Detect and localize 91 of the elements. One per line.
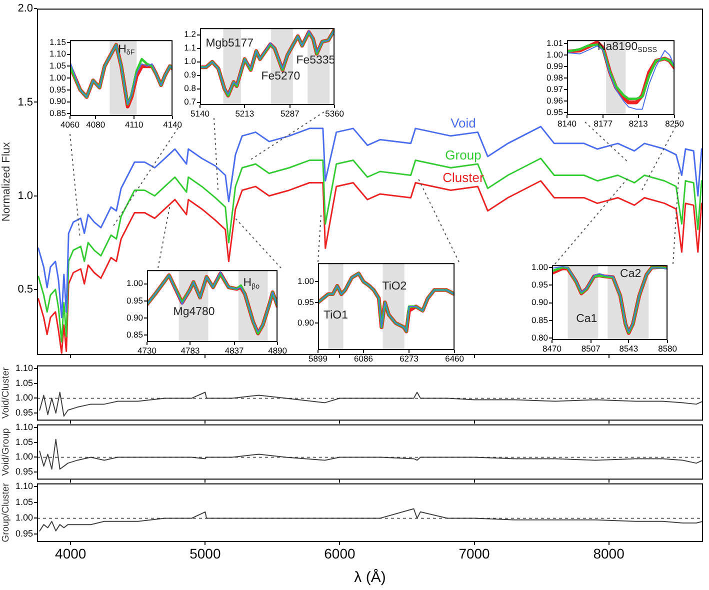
y-tick-label: 1.10 bbox=[15, 481, 33, 492]
y-tick-label: 0.90 bbox=[297, 317, 314, 328]
series-label: Group bbox=[445, 147, 482, 162]
x-tick-label: 8580 bbox=[658, 343, 678, 354]
annotation: Ca1 bbox=[576, 313, 598, 326]
annotation: TiO2 bbox=[382, 280, 407, 293]
y-tick-label: 2.0 bbox=[18, 2, 33, 15]
y-tick-label: 0.7 bbox=[184, 96, 196, 107]
y-tick-label: 0.95 bbox=[49, 84, 66, 94]
y-tick-label: 0.99 bbox=[546, 60, 564, 71]
annotation: TiO1 bbox=[324, 309, 348, 322]
x-tick-label: 4080 bbox=[86, 119, 106, 130]
x-tick-label: 6273 bbox=[400, 353, 419, 364]
x-tick-label: 4890 bbox=[268, 345, 288, 356]
y-tick-label: 0.95 bbox=[546, 107, 564, 118]
y-tick-label: 0.85 bbox=[126, 329, 144, 340]
y-tick-label: 0.95 bbox=[15, 408, 33, 418]
y-tick-label: 1.00 bbox=[15, 512, 33, 523]
x-tick-label: 6000 bbox=[324, 545, 356, 562]
y-tick-label: 0.95 bbox=[15, 528, 33, 539]
y-tick-label: 0.96 bbox=[546, 96, 564, 106]
x-tick-label: 8507 bbox=[581, 343, 601, 354]
x-tick-label: 4110 bbox=[124, 119, 144, 130]
y-tick-label: 1.00 bbox=[531, 262, 548, 272]
y-tick-label: 1.15 bbox=[49, 36, 66, 47]
annotation: Ca2 bbox=[620, 268, 642, 280]
y-tick-label: 0.95 bbox=[126, 295, 144, 306]
y-tick-label: 1.05 bbox=[49, 60, 66, 71]
x-tick-label: 8000 bbox=[593, 545, 625, 562]
annotation: Mgb5177 bbox=[206, 38, 254, 50]
y-tick-label: 1.10 bbox=[15, 362, 33, 373]
y-tick-label: 1.05 bbox=[15, 496, 33, 507]
x-axis-title: λ (Å) bbox=[354, 568, 386, 586]
y-tick-label: 1.00 bbox=[297, 276, 314, 286]
y-tick-label: 0.80 bbox=[531, 332, 548, 343]
y-axis-title: Group/Cluster bbox=[0, 483, 12, 542]
x-tick-label: 7000 bbox=[458, 545, 490, 562]
x-tick-label: 8250 bbox=[665, 118, 684, 128]
y-tick-label: 0.9 bbox=[184, 70, 196, 80]
y-tick-label: 1.05 bbox=[15, 378, 33, 388]
y-tick-label: 0.90 bbox=[531, 297, 548, 308]
x-tick-label: 5287 bbox=[280, 108, 300, 118]
x-tick-label: 4837 bbox=[224, 345, 244, 356]
y-axis-title: Normalized Flux bbox=[0, 142, 13, 222]
y-tick-label: 0.5 bbox=[18, 283, 33, 296]
y-tick-label: 1.01 bbox=[546, 38, 564, 48]
y-tick-label: 1.10 bbox=[15, 422, 33, 432]
y-tick-label: 1.00 bbox=[15, 392, 33, 403]
y-tick-label: 0.95 bbox=[297, 296, 314, 307]
y-axis-title: Void/Group bbox=[0, 428, 12, 476]
annotation: Mg4780 bbox=[173, 306, 215, 318]
y-tick-label: 0.95 bbox=[15, 466, 33, 477]
x-tick-label: 4730 bbox=[138, 345, 157, 356]
series-label: Void bbox=[450, 116, 476, 131]
x-tick-label: 4140 bbox=[163, 119, 182, 130]
y-tick-label: 1.5 bbox=[18, 96, 33, 108]
x-tick-label: 4000 bbox=[55, 545, 86, 562]
x-tick-label: 5899 bbox=[308, 353, 328, 364]
y-tick-label: 1.00 bbox=[49, 72, 66, 82]
x-tick-label: 6086 bbox=[354, 353, 374, 364]
x-tick-label: 4783 bbox=[180, 345, 200, 356]
x-tick-label: 5213 bbox=[235, 108, 254, 118]
y-tick-label: 0.8 bbox=[184, 83, 196, 94]
x-tick-label: 6460 bbox=[445, 353, 464, 364]
y-tick-label: 1.05 bbox=[15, 436, 33, 447]
y-tick-label: 0.90 bbox=[49, 96, 66, 106]
y-axis-title: Void/Cluster bbox=[0, 367, 12, 419]
y-tick-label: 0.90 bbox=[126, 312, 144, 322]
y-tick-label: 1.2 bbox=[184, 29, 196, 40]
x-tick-label: 8177 bbox=[594, 118, 613, 128]
y-tick-label: 1.0 bbox=[184, 56, 196, 66]
y-tick-label: 1.00 bbox=[15, 452, 33, 462]
y-tick-label: 0.97 bbox=[546, 84, 564, 94]
y-tick-label: 1.0 bbox=[18, 190, 33, 202]
x-tick-label: 5360 bbox=[325, 108, 344, 118]
x-tick-label: 8543 bbox=[619, 343, 638, 354]
y-tick-label: 0.95 bbox=[531, 280, 548, 290]
y-tick-label: 1.1 bbox=[184, 42, 196, 53]
x-tick-label: 8470 bbox=[542, 343, 562, 354]
x-tick-label: 8213 bbox=[628, 118, 648, 128]
x-tick-label: 5140 bbox=[190, 108, 210, 118]
x-tick-label: 5000 bbox=[190, 545, 221, 562]
y-tick-label: 1.10 bbox=[49, 48, 66, 59]
y-tick-label: 0.98 bbox=[546, 72, 564, 82]
annotation: Fe5270 bbox=[261, 70, 300, 83]
y-tick-label: 1.00 bbox=[126, 278, 144, 288]
x-tick-label: 8140 bbox=[558, 118, 577, 128]
x-tick-label: 4060 bbox=[60, 119, 80, 130]
y-tick-label: 0.85 bbox=[531, 314, 548, 325]
y-tick-label: 0.85 bbox=[49, 108, 66, 118]
y-tick-label: 1.00 bbox=[546, 49, 564, 60]
